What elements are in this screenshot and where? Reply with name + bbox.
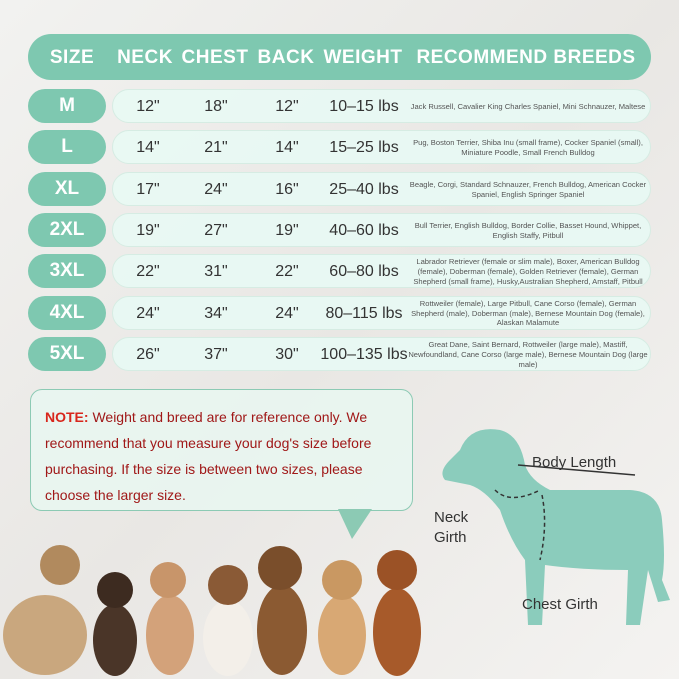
weight-value: 60–80 lbs <box>329 263 399 281</box>
chest-value: 21" <box>204 139 228 157</box>
chest-value: 37" <box>204 345 228 363</box>
col-chest: CHEST <box>181 47 249 68</box>
weight-value: 80–115 lbs <box>325 304 403 322</box>
chest-value: 24" <box>204 180 228 198</box>
size-badge: M <box>28 89 106 123</box>
neck-value: 26" <box>136 345 160 363</box>
row-cells: 19" 27" 19" 40–60 lbs Bull Terrier, Engl… <box>112 212 651 247</box>
back-value: 14" <box>275 139 299 157</box>
note-box: NOTE: Weight and breed are for reference… <box>30 389 413 511</box>
back-value: 12" <box>275 98 299 115</box>
back-value: 22" <box>275 263 299 281</box>
neck-value: 24" <box>136 304 160 322</box>
neck-value: 19" <box>136 221 160 239</box>
neck-value: 12" <box>136 98 160 115</box>
note-text: Weight and breed are for reference only.… <box>45 409 372 503</box>
row-cells: 24" 34" 24" 80–115 lbs Rottweiler (femal… <box>112 295 651 330</box>
chest-girth-label: Chest Girth <box>522 596 598 613</box>
weight-value: 15–25 lbs <box>329 139 399 157</box>
row-cells: 22" 31" 22" 60–80 lbs Labrador Retriever… <box>112 254 651 289</box>
dogs-photo <box>3 545 421 676</box>
size-badge: 3XL <box>28 254 106 289</box>
row-cells: 26" 37" 30" 100–135 lbs Great Dane, Sain… <box>112 336 651 371</box>
weight-value: 100–135 lbs <box>320 345 408 363</box>
size-row: XL 17" 24" 16" 25–40 lbs Beagle, Corgi, … <box>28 171 651 206</box>
breeds-value: Jack Russell, Cavalier King Charles Span… <box>410 102 646 112</box>
neck-value: 17" <box>136 180 160 198</box>
chest-value: 31" <box>204 263 228 281</box>
note-tail <box>338 509 372 539</box>
size-row: L 14" 21" 14" 15–25 lbs Pug, Boston Terr… <box>28 130 651 165</box>
weight-value: 40–60 lbs <box>329 221 399 239</box>
size-row: 4XL 24" 34" 24" 80–115 lbs Rottweiler (f… <box>28 295 651 330</box>
row-cells: 14" 21" 14" 15–25 lbs Pug, Boston Terrie… <box>112 130 651 165</box>
chest-value: 18" <box>204 98 228 115</box>
dog-icon <box>3 545 87 675</box>
size-badge: 4XL <box>28 295 106 330</box>
col-weight: WEIGHT <box>323 47 403 68</box>
breeds-value: Labrador Retriever (female or slim male)… <box>413 257 643 287</box>
size-row: 2XL 19" 27" 19" 40–60 lbs Bull Terrier, … <box>28 212 651 247</box>
row-cells: 12" 18" 12" 10–15 lbs Jack Russell, Cava… <box>112 89 651 123</box>
breeds-value: Rottweiler (female), Large Pitbull, Cane… <box>411 298 645 328</box>
breeds-value: Beagle, Corgi, Standard Schnauzer, Frenc… <box>409 179 647 199</box>
breeds-value: Pug, Boston Terrier, Shiba Inu (small fr… <box>413 138 643 158</box>
back-value: 30" <box>275 345 299 363</box>
back-value: 24" <box>275 304 299 322</box>
size-badge: 5XL <box>28 336 106 371</box>
col-breeds: RECOMMEND BREEDS <box>416 47 636 68</box>
col-neck: NECK <box>117 47 173 68</box>
size-badge: 2XL <box>28 212 106 247</box>
neck-girth-label: Neck Girth <box>434 509 469 546</box>
dog-silhouette-icon <box>442 429 670 625</box>
breeds-value: Bull Terrier, English Bulldog, Border Co… <box>414 221 642 240</box>
size-row: M 12" 18" 12" 10–15 lbs Jack Russell, Ca… <box>28 89 651 123</box>
table-header: SIZE NECK CHEST BACK WEIGHT RECOMMEND BR… <box>28 34 651 80</box>
dog-icon <box>146 562 194 675</box>
back-value: 16" <box>275 180 299 198</box>
dog-icon <box>257 546 307 675</box>
dog-icon <box>318 560 366 675</box>
size-row: 5XL 26" 37" 30" 100–135 lbs Great Dane, … <box>28 336 651 371</box>
back-value: 19" <box>275 221 299 239</box>
dog-icon <box>203 565 253 676</box>
dog-icon <box>93 572 137 676</box>
neck-value: 22" <box>136 263 160 281</box>
chest-value: 34" <box>204 304 228 322</box>
size-badge: L <box>28 130 106 165</box>
col-size: SIZE <box>49 47 95 68</box>
weight-value: 25–40 lbs <box>329 180 399 198</box>
chest-value: 27" <box>204 221 228 239</box>
neck-value: 14" <box>136 139 160 157</box>
size-row: 3XL 22" 31" 22" 60–80 lbs Labrador Retri… <box>28 254 651 289</box>
body-length-label: Body Length <box>532 454 617 471</box>
breeds-value: Great Dane, Saint Bernard, Rottweiler (l… <box>408 340 648 369</box>
dog-icon <box>373 550 421 676</box>
note-label: NOTE: <box>45 409 89 425</box>
row-cells: 17" 24" 16" 25–40 lbs Beagle, Corgi, Sta… <box>112 171 651 206</box>
size-badge: XL <box>28 171 106 206</box>
weight-value: 10–15 lbs <box>329 98 399 115</box>
col-back: BACK <box>257 47 315 68</box>
